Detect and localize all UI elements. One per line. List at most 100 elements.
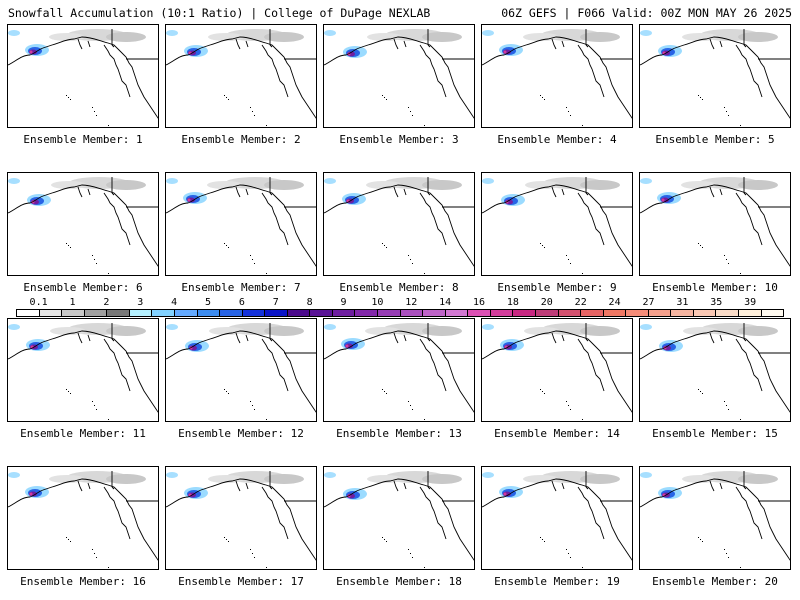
colorbar-segment	[535, 310, 559, 316]
map-svg	[166, 467, 316, 569]
map-svg	[8, 173, 158, 275]
snowfall-shading	[166, 323, 304, 352]
coastline	[8, 29, 158, 119]
product-title: Snowfall Accumulation (10:1 Ratio) | Col…	[8, 6, 431, 20]
map-svg	[482, 319, 632, 421]
colorbar-tick-label: 0.1	[29, 297, 48, 308]
colorbar-segment	[220, 310, 243, 316]
colorbar-segment	[39, 310, 63, 316]
map-svg	[166, 25, 316, 127]
colorbar-tick-label: 10	[371, 297, 384, 308]
colorbar-segment	[468, 310, 491, 316]
colorbar-segment	[581, 310, 604, 316]
ensemble-map-panel	[323, 24, 475, 128]
island-markers	[540, 95, 583, 126]
map-svg	[482, 467, 632, 569]
colorbar-tick-label: 3	[137, 297, 144, 308]
ensemble-member-label: Ensemble Member: 6	[23, 281, 143, 294]
ensemble-member-label: Ensemble Member: 15	[652, 427, 778, 440]
ensemble-map-panel	[165, 318, 317, 422]
ensemble-member-label: Ensemble Member: 20	[652, 575, 778, 588]
colorbar-tick-label: 14	[439, 297, 452, 308]
coastline	[166, 323, 316, 413]
colorbar-segment	[310, 310, 333, 316]
island-markers	[66, 389, 109, 420]
ensemble-map-panel	[481, 172, 633, 276]
coastline	[482, 177, 632, 267]
ensemble-member-label: Ensemble Member: 17	[178, 575, 304, 588]
island-markers	[698, 243, 741, 274]
ensemble-member-label: Ensemble Member: 12	[178, 427, 304, 440]
ensemble-map-panel	[639, 172, 791, 276]
ensemble-map-panel	[323, 318, 475, 422]
snowfall-shading	[324, 323, 462, 350]
colorbar-tick-label: 22	[574, 297, 587, 308]
map-svg	[166, 319, 316, 421]
coastline	[166, 29, 316, 119]
island-markers	[698, 95, 741, 126]
island-markers	[66, 95, 109, 126]
ensemble-member-label: Ensemble Member: 1	[23, 133, 143, 146]
coastline	[324, 323, 474, 413]
ensemble-map-panel	[7, 466, 159, 570]
island-markers	[66, 537, 109, 568]
colorbar-segment	[693, 310, 717, 316]
coastline	[482, 323, 632, 413]
island-markers	[540, 537, 583, 568]
snowfall-shading	[640, 471, 778, 499]
ensemble-member-label: Ensemble Member: 4	[497, 133, 617, 146]
island-markers	[224, 537, 267, 568]
ensemble-map-panel	[7, 24, 159, 128]
coastline	[482, 29, 632, 119]
island-markers	[224, 389, 267, 420]
colorbar-segment	[490, 310, 514, 316]
ensemble-map-panel	[7, 172, 159, 276]
colorbar-segment	[129, 310, 153, 316]
ensemble-member-label: Ensemble Member: 19	[494, 575, 620, 588]
colorbar-tick-label: 7	[272, 297, 279, 308]
colorbar-segment	[400, 310, 424, 316]
map-svg	[324, 319, 474, 421]
island-markers	[540, 243, 583, 274]
colorbar-segment	[445, 310, 469, 316]
map-svg	[640, 319, 790, 421]
colorbar-segment	[287, 310, 311, 316]
island-markers	[540, 389, 583, 420]
colorbar-segment	[242, 310, 266, 316]
map-svg	[8, 319, 158, 421]
snowfall-shading	[324, 471, 462, 500]
island-markers	[224, 243, 267, 274]
map-svg	[640, 25, 790, 127]
colorbar-segment	[332, 310, 356, 316]
ensemble-map-panel	[481, 24, 633, 128]
ensemble-map-panel	[639, 24, 791, 128]
coastline	[640, 29, 790, 119]
map-svg	[324, 25, 474, 127]
colorbar-segment	[378, 310, 401, 316]
coastline	[324, 29, 474, 119]
ensemble-map-panel	[165, 466, 317, 570]
coastline	[166, 471, 316, 561]
colorbar-tick-label: 35	[710, 297, 723, 308]
coastline	[324, 177, 474, 267]
colorbar-segment	[197, 310, 221, 316]
map-svg	[8, 25, 158, 127]
island-markers	[382, 537, 425, 568]
coastline	[640, 471, 790, 561]
map-svg	[482, 25, 632, 127]
colorbar-tick-label: 18	[506, 297, 519, 308]
colorbar-segment	[17, 310, 40, 316]
coastline	[482, 471, 632, 561]
colorbar-segment	[107, 310, 130, 316]
colorbar-segment	[716, 310, 739, 316]
ensemble-map-panel	[323, 466, 475, 570]
colorbar-tick-label: 27	[642, 297, 655, 308]
island-markers	[698, 537, 741, 568]
run-valid-time: 06Z GEFS | F066 Valid: 00Z MON MAY 26 20…	[501, 6, 792, 20]
colorbar-segment	[626, 310, 649, 316]
map-svg	[8, 467, 158, 569]
ensemble-map-panel	[639, 318, 791, 422]
ensemble-member-label: Ensemble Member: 11	[20, 427, 146, 440]
coastline	[8, 471, 158, 561]
coastline	[8, 177, 158, 267]
